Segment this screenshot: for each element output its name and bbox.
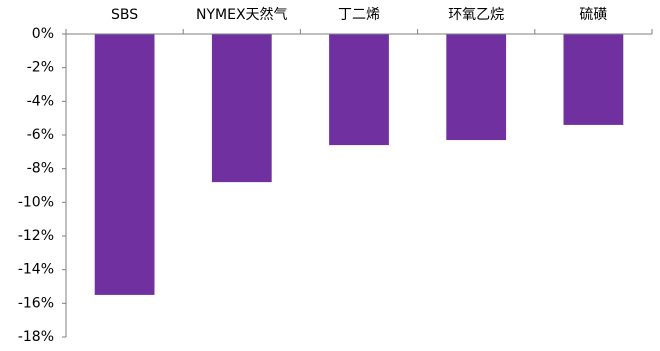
y-tick-label: -10% xyxy=(18,194,54,210)
y-tick-label: -6% xyxy=(27,127,54,143)
category-label: 环氧乙烷 xyxy=(448,7,504,23)
category-label: SBS xyxy=(111,7,138,23)
bar xyxy=(563,34,624,125)
y-tick-label: -12% xyxy=(18,228,54,244)
x-axis: SBS NYMEX天然气 丁二烯 环氧乙烷 硫磺 xyxy=(65,6,653,35)
y-tick-label: 0% xyxy=(32,26,54,42)
category-label: NYMEX天然气 xyxy=(196,6,288,23)
bar xyxy=(211,34,272,183)
y-tick-label: -2% xyxy=(27,60,54,76)
category-label: 丁二烯 xyxy=(338,7,380,23)
y-axis: 0% -2% -4% -6% -8% -10% -12% -14% -16% -18% xyxy=(18,26,67,345)
bar xyxy=(329,34,389,146)
bar xyxy=(94,34,155,295)
y-tick-label: -8% xyxy=(27,161,54,177)
y-tick-label: -14% xyxy=(18,262,54,278)
y-tick-label: -4% xyxy=(27,93,54,109)
bars xyxy=(94,34,624,295)
bar xyxy=(446,34,507,141)
category-label: 硫磺 xyxy=(579,7,607,23)
y-tick-label: -18% xyxy=(18,329,54,345)
y-tick-label: -16% xyxy=(18,295,54,311)
